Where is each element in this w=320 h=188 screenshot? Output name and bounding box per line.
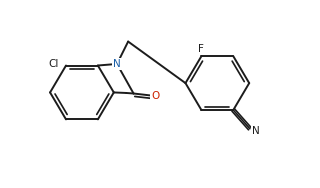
Text: F: F: [198, 44, 204, 54]
Text: N: N: [252, 126, 260, 136]
Text: O: O: [151, 91, 159, 101]
Text: N: N: [113, 59, 121, 69]
Text: Cl: Cl: [49, 59, 59, 69]
